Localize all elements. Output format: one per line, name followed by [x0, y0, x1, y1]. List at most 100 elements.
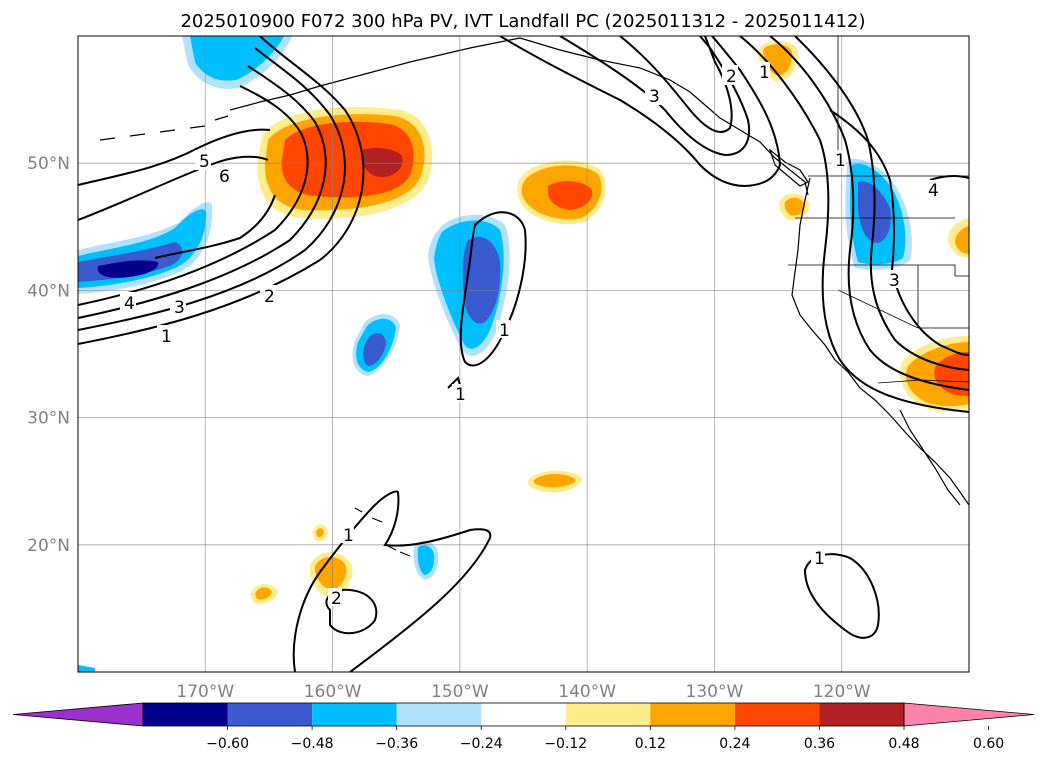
shaded-region-oregon-positive [784, 197, 805, 216]
contour-line-north-3 [619, 36, 733, 133]
shaded-region-subtropical-positive [533, 474, 576, 488]
aleutian-islands [99, 115, 229, 141]
contour-line-north-1 [499, 36, 782, 188]
contour-label-1: 1 [161, 327, 172, 347]
contour-line-coast-1 [739, 36, 969, 413]
shaded-region-west-negative [97, 260, 159, 278]
lat-tick-label: 50°N [27, 154, 70, 174]
lat-tick-label: 40°N [27, 281, 70, 301]
shaded-region-small-negative [363, 333, 386, 366]
chart-title: 2025010900 F072 300 hPa PV, IVT Landfall… [180, 11, 865, 32]
colorbar-segment [565, 703, 651, 726]
contour-labels: 1 3 4 2 5 6 1 1 3 2 1 1 3 4 1 2 1 [120, 62, 939, 609]
colorbar-tick-label: −0.12 [544, 736, 587, 752]
shaded-region-hawaii-positive [314, 557, 347, 590]
contour-label-bg [496, 320, 510, 338]
colorbar-tick-label: 0.12 [635, 736, 666, 752]
contour-label-bg [120, 292, 136, 312]
contour-label-bg [340, 525, 354, 543]
contour-label-3-north: 3 [649, 87, 660, 107]
shaded-region-hawaii-negative [417, 545, 435, 575]
contour-label-bg [157, 325, 173, 345]
contour-line-coast-2 [769, 36, 969, 391]
contour-label-1-low: 1 [455, 385, 466, 405]
hawaiian-islands [354, 507, 411, 557]
lat-tick-label: 30°N [27, 409, 70, 429]
contour-label-bg [925, 180, 939, 198]
colorbar-tick-label: 0.48 [888, 736, 919, 752]
contour-label-bg [328, 588, 342, 606]
contour-line-4 [78, 85, 309, 306]
contour-line-1 [78, 36, 365, 345]
colorbar-segment [481, 703, 566, 726]
contour-line-mid-pacific [459, 211, 527, 367]
contour-label-1-mid: 1 [499, 321, 510, 341]
colorbar-extend-max [903, 702, 1035, 727]
shaded-region-gulf-alaska-positive [548, 181, 593, 210]
plot-area [78, 36, 969, 672]
contour-label-bg [811, 548, 825, 566]
lon-tick-label: 160°W [304, 682, 362, 702]
contour-label-bg [886, 270, 900, 288]
contour-line-coast-4 [829, 109, 969, 356]
contour-label-5: 5 [199, 152, 210, 172]
contour-lines [78, 36, 969, 672]
plot-frame [77, 35, 970, 673]
shaded-region-aleutian-negative [190, 36, 284, 81]
latitude-labels: 20°N 30°N 40°N 50°N [27, 154, 70, 556]
colorbar-segment [819, 703, 904, 726]
lon-tick-label: 120°W [813, 682, 871, 702]
contour-label-3: 3 [174, 298, 185, 318]
colorbar-segment [650, 703, 735, 726]
contour-label-bg [645, 85, 661, 105]
colorbar-tick-label: −0.48 [291, 736, 334, 752]
contour-label-1-coast: 1 [835, 151, 846, 171]
contour-line-north-2 [559, 36, 750, 157]
contour-label-bg [195, 150, 211, 170]
contour-label-4-coast: 4 [928, 181, 939, 201]
contour-label-bg [170, 296, 186, 316]
lon-tick-label: 150°W [431, 682, 489, 702]
colorbar-tick-label: −0.24 [460, 736, 503, 752]
contour-label-bg [832, 150, 846, 168]
colorbar-tick-label: −0.36 [375, 736, 418, 752]
colorbar-segment [396, 703, 482, 726]
colorbar-tick-label: 0.60 [973, 736, 1004, 752]
shaded-region-north-pacific-positive [281, 121, 414, 198]
alaska-coastline [229, 37, 521, 111]
colorbar-segment [143, 703, 228, 726]
colorbar-segment [734, 703, 820, 726]
colorbar-tick-label: 0.24 [719, 736, 750, 752]
contour-label-4: 4 [124, 294, 135, 314]
contour-label-2-north: 2 [726, 67, 737, 87]
contour-label-3-coast: 3 [889, 271, 900, 291]
lon-tick-label: 130°W [686, 682, 744, 702]
shaded-region-east-edge-positive [955, 226, 969, 254]
contour-line-coast-3 [794, 36, 969, 371]
shaded-region-alaska-panhandle-positive [763, 44, 793, 76]
contour-label-bg [722, 65, 738, 85]
colorbar-tick-label: 0.36 [804, 736, 835, 752]
gridlines [78, 36, 969, 672]
longitude-labels: 170°W 160°W 150°W 140°W 130°W 120°W [176, 682, 870, 702]
contour-line-3 [78, 65, 327, 319]
lon-tick-label: 140°W [558, 682, 616, 702]
contour-line-southeast [803, 553, 880, 639]
contour-line-6b [154, 194, 276, 259]
baja-coastline [899, 409, 961, 506]
contour-label-bg [756, 62, 770, 80]
colorbar-extend-min [12, 702, 144, 727]
lon-tick-label: 170°W [176, 682, 234, 702]
contour-label-1-north: 1 [759, 63, 770, 83]
colorbar: −0.60 −0.48 −0.36 −0.24 −0.12 0.12 0.24 0.36 0.4… [12, 702, 1035, 752]
colorbar-tick-label: −0.60 [206, 736, 249, 752]
contour-label-1-southeast: 1 [814, 549, 825, 569]
shaded-region-corner-negative [78, 665, 95, 672]
lat-tick-label: 20°N [27, 536, 70, 556]
contour-label-6: 6 [219, 167, 230, 187]
colorbar-segment [227, 703, 313, 726]
shaded-region-west-hawaii-positive [255, 587, 272, 600]
contour-label-bg [452, 384, 466, 402]
contour-line-hawaii-1 [292, 490, 492, 672]
